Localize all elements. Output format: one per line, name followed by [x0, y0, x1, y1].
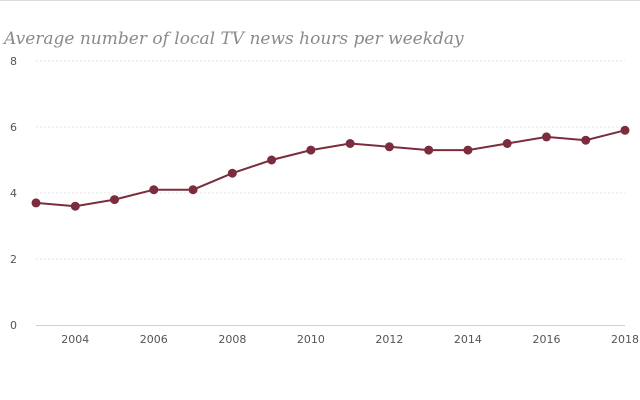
y-tick-label: 0	[10, 319, 17, 332]
data-point-2013	[424, 145, 434, 155]
data-point-2009	[267, 155, 277, 165]
y-tick-label: 6	[10, 121, 17, 134]
points-layer	[31, 125, 630, 211]
x-tick-label: 2008	[218, 333, 246, 346]
x-tick-label: 2014	[454, 333, 482, 346]
x-tick-label: 2006	[140, 333, 168, 346]
x-tick-label: 2012	[375, 333, 403, 346]
data-point-2016	[541, 132, 551, 142]
x-tick-label: 2018	[611, 333, 639, 346]
series-line	[35, 129, 626, 208]
data-point-2012	[384, 142, 394, 152]
data-point-2014	[463, 145, 473, 155]
y-tick-label: 4	[10, 187, 17, 200]
data-point-2018	[620, 125, 630, 135]
gridlines	[36, 60, 625, 260]
data-point-2010	[306, 145, 316, 155]
series-layer	[35, 129, 626, 208]
data-point-2006	[149, 185, 159, 195]
data-point-2015	[502, 139, 512, 148]
data-point-2008	[227, 168, 237, 178]
data-point-2007	[188, 185, 198, 195]
data-point-2017	[581, 135, 591, 145]
data-point-2011	[345, 139, 355, 148]
x-tick-label: 2010	[297, 333, 325, 346]
chart-title: Average number of local TV news hours pe…	[2, 29, 464, 49]
data-point-2003	[31, 198, 41, 208]
y-tick-label: 8	[10, 55, 17, 68]
y-tick-label: 2	[10, 253, 17, 266]
data-point-2004	[70, 201, 80, 211]
x-tick-label: 2004	[61, 333, 89, 346]
x-tick-label: 2016	[532, 333, 560, 346]
data-point-2005	[110, 195, 120, 205]
axes: 0 2 4 6 8 2004 2006 2008 2010 2012 2014 2016 2018	[10, 55, 639, 346]
